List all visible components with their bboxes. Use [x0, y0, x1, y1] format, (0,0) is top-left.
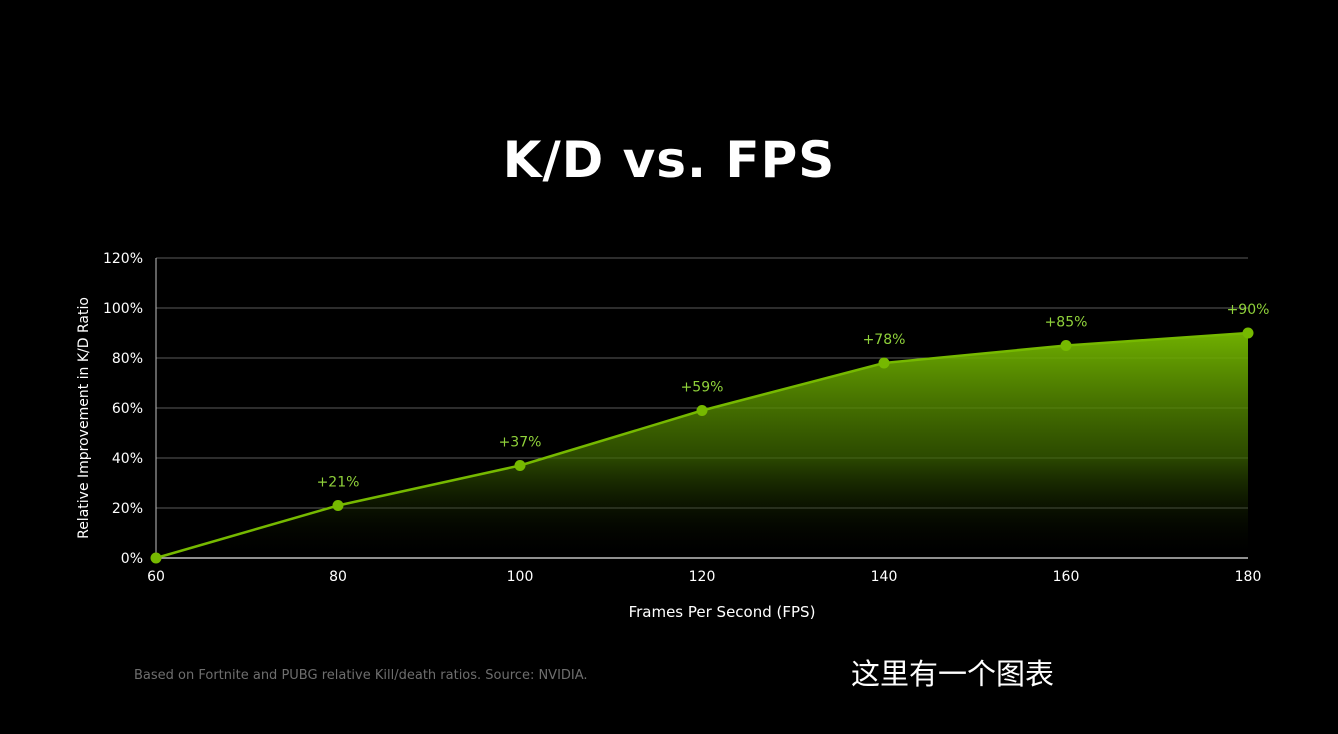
x-tick-label: 160: [1053, 569, 1080, 585]
data-label: +85%: [1045, 315, 1088, 331]
data-label: +78%: [863, 332, 906, 348]
label-layer: +21% +37% +59% +78% +85% +90%: [317, 302, 1270, 491]
x-tick-label: 140: [871, 569, 898, 585]
y-tick-label: 80%: [112, 351, 143, 367]
source-footnote: Based on Fortnite and PUBG relative Kill…: [134, 668, 588, 683]
overlay-caption: 这里有一个图表: [851, 657, 1055, 691]
data-label: +59%: [681, 380, 724, 396]
y-tick-label: 100%: [103, 301, 143, 317]
chart-title: K/D vs. FPS: [502, 131, 836, 189]
y-tick-label: 40%: [112, 451, 143, 467]
x-tick-label: 180: [1235, 569, 1262, 585]
y-tick-label: 60%: [112, 401, 143, 417]
data-point: [514, 460, 526, 471]
data-point: [1060, 340, 1072, 351]
data-label: +90%: [1227, 302, 1270, 318]
x-tick-label: 80: [329, 569, 347, 585]
y-tick-label: 120%: [103, 251, 143, 267]
data-point: [1242, 327, 1254, 339]
x-tick-label: 60: [147, 569, 165, 585]
data-label: +21%: [317, 475, 360, 491]
data-label: +37%: [499, 435, 542, 451]
x-tick-label: 120: [689, 569, 716, 585]
series-area-fill: [156, 333, 1248, 558]
data-point: [696, 405, 708, 416]
area-layer: [156, 333, 1248, 558]
data-point: [332, 500, 344, 511]
x-tick-label: 100: [507, 569, 534, 585]
y-tick-label: 20%: [112, 501, 143, 517]
y-axis-title: Relative Improvement in K/D Ratio: [76, 297, 92, 539]
point-layer: [150, 327, 1254, 564]
y-tick-label: 0%: [121, 551, 143, 567]
x-axis-title: Frames Per Second (FPS): [629, 603, 816, 621]
axis-layer: 0% 20% 40% 60% 80% 100% 120% 60 80 100 120 140 160 18…: [103, 251, 1261, 585]
data-point: [878, 357, 890, 369]
data-point: [150, 552, 162, 564]
